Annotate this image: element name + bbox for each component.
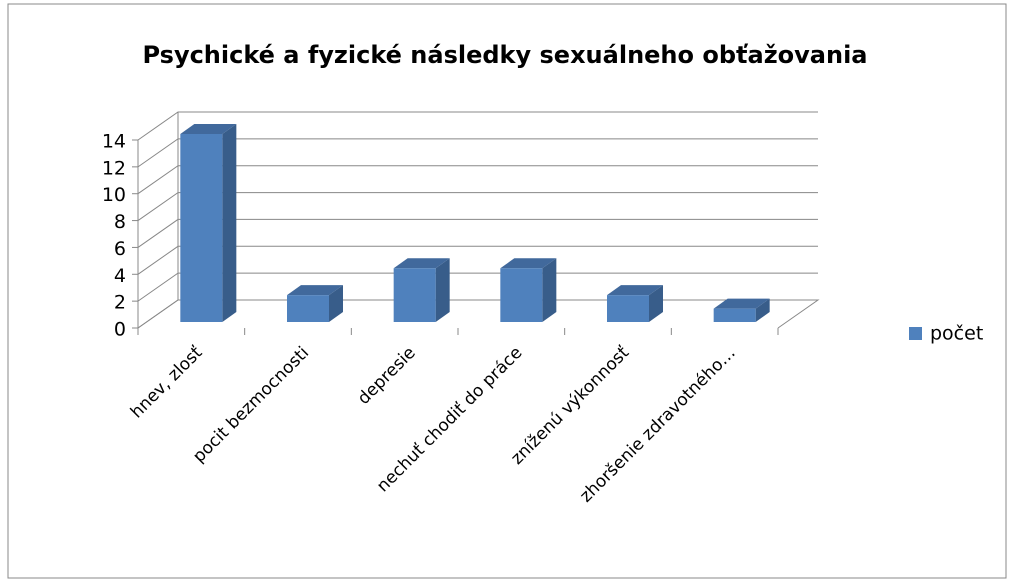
bar-side xyxy=(542,258,557,322)
bar-side xyxy=(329,285,343,322)
bar xyxy=(180,124,237,322)
grid-line xyxy=(137,272,818,302)
bar-side xyxy=(649,285,663,322)
legend-label: počet xyxy=(930,323,983,345)
bar xyxy=(607,285,663,322)
chart-title: Psychické a fyzické následky sexuálneho … xyxy=(142,41,867,69)
bar-top xyxy=(180,124,237,134)
grid-line xyxy=(137,165,818,195)
bar-top xyxy=(713,298,770,309)
grid-line xyxy=(137,218,818,248)
y-tick-label: 12 xyxy=(102,157,126,179)
bar-front xyxy=(287,295,329,322)
bar xyxy=(713,298,770,322)
y-tick-label: 14 xyxy=(102,131,126,153)
legend-swatch xyxy=(909,327,922,340)
bar-top xyxy=(500,258,557,269)
bar-side xyxy=(435,258,450,322)
bar-top xyxy=(393,258,450,269)
y-tick-label: 8 xyxy=(114,211,126,233)
bar-top xyxy=(607,285,663,296)
bar-front xyxy=(180,134,223,322)
bar xyxy=(393,258,450,322)
grid-line xyxy=(137,111,818,141)
bar xyxy=(500,258,557,322)
bar-front xyxy=(393,268,436,322)
grid-line xyxy=(137,245,818,275)
bar-front xyxy=(713,308,756,322)
y-tick-label: 6 xyxy=(114,238,126,260)
grid-line xyxy=(137,138,818,168)
bar-front xyxy=(500,268,543,322)
bar-side xyxy=(755,298,770,322)
bar-top xyxy=(287,285,343,296)
bar-side xyxy=(222,124,237,322)
y-tick-label: 0 xyxy=(114,319,126,341)
bar xyxy=(287,285,343,322)
grid-line xyxy=(137,299,818,329)
bar-front xyxy=(607,295,649,322)
y-tick-label: 10 xyxy=(102,184,126,206)
grid-line xyxy=(137,192,818,221)
y-tick-label: 2 xyxy=(114,292,126,314)
y-tick-label: 4 xyxy=(114,265,126,287)
